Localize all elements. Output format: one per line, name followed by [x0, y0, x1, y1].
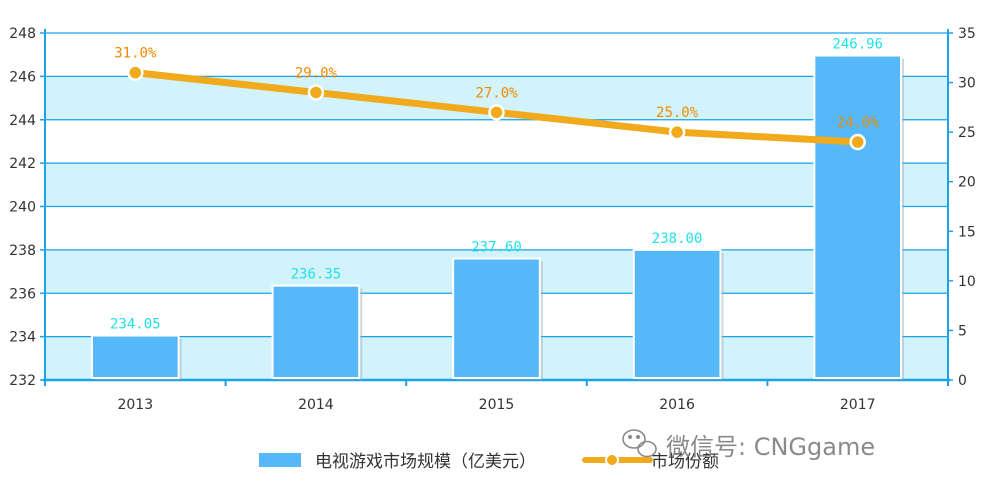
bar: [813, 54, 903, 380]
bar-value-label: 234.05: [110, 317, 161, 333]
line-value-label: 27.0%: [475, 85, 518, 101]
x-tick-label: 2016: [659, 397, 695, 413]
legend: 电视游戏市场规模（亿美元） 市场份额: [259, 452, 719, 472]
x-tick-label: 2017: [840, 397, 876, 413]
legend-line-label: 市场份额: [651, 452, 719, 472]
y-right-tick-label: 25: [958, 125, 976, 141]
y-left-tick-label: 234: [9, 330, 36, 346]
bar: [90, 334, 180, 379]
bar: [452, 257, 541, 379]
wechat-icon: [622, 429, 657, 458]
legend-bar-swatch: [259, 453, 301, 467]
y-left-tick-label: 248: [9, 26, 36, 42]
y-left-tick-label: 240: [9, 200, 36, 216]
y-left-tick-label: 236: [9, 286, 36, 302]
line-point: [668, 123, 686, 141]
legend-bar-label: 电视游戏市场规模（亿美元）: [315, 452, 536, 472]
y-right-tick-label: 0: [958, 373, 967, 389]
watermark-text: 微信号: CNGgame: [666, 433, 875, 461]
x-tick-label: 2014: [298, 397, 334, 413]
y-left-tick-label: 238: [9, 243, 36, 259]
bar-value-label: 238.00: [652, 231, 703, 247]
bar: [271, 284, 361, 379]
line-point: [127, 64, 144, 81]
bar-value-label: 237.60: [471, 240, 522, 256]
line-value-label: 31.0%: [114, 46, 157, 62]
axes: 232 234 236 238 240 242 244 246 248 0 5 10 15 20 25 30 3…: [9, 26, 976, 413]
y-right-tick-label: 30: [958, 76, 976, 92]
y-right-tick-label: 20: [958, 175, 976, 191]
y-left-tick-label: 246: [9, 69, 36, 85]
y-right-tick-label: 35: [958, 26, 976, 42]
line-point: [849, 133, 866, 151]
line-series: [127, 64, 866, 151]
legend-line-marker: [605, 453, 619, 467]
grid-band: [45, 163, 948, 207]
line-value-label: 25.0%: [656, 105, 699, 121]
bar-series: [90, 54, 905, 381]
y-left-tick-label: 242: [9, 156, 36, 172]
line-point: [488, 104, 505, 121]
bar-value-label: 246.96: [832, 37, 883, 53]
x-tick-label: 2013: [117, 397, 153, 413]
y-right-tick-label: 10: [958, 274, 976, 290]
y-left-tick-label: 244: [9, 113, 36, 129]
bar: [632, 248, 722, 379]
y-right-tick-label: 5: [958, 323, 967, 339]
y-right-tick-label: 15: [958, 224, 976, 240]
watermark: 微信号: CNGgame: [622, 429, 875, 461]
line-value-label: 24.0%: [837, 115, 880, 131]
line-point: [307, 84, 325, 101]
y-left-tick-label: 232: [9, 373, 36, 389]
x-tick-label: 2015: [479, 397, 515, 413]
bar-value-label: 236.35: [291, 267, 342, 283]
data-labels: 234.05 236.35 237.60 238.00 246.96 31.0% 29.0%…: [110, 37, 883, 333]
line-value-label: 29.0%: [295, 65, 338, 81]
